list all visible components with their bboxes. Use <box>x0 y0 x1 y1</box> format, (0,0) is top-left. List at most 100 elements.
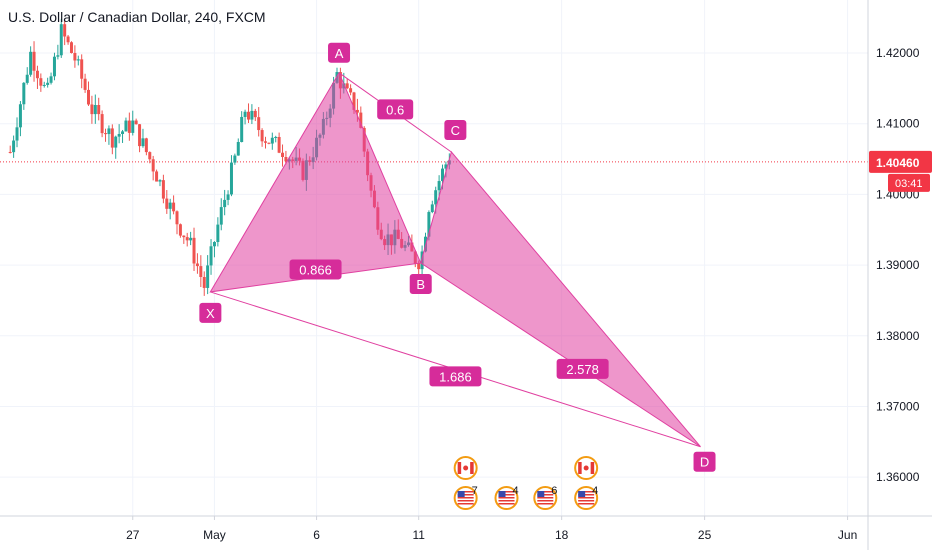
candle-body <box>25 74 29 83</box>
countdown-badge <box>888 173 930 192</box>
candle-body <box>131 120 135 133</box>
grid-layer <box>0 0 868 516</box>
ratio-label-box <box>289 259 342 280</box>
candle-body <box>104 133 108 135</box>
candle-body <box>274 136 278 138</box>
candle-body <box>270 137 274 144</box>
point-label-box <box>444 119 467 140</box>
point-label-X: X <box>206 306 215 321</box>
y-tick-label: 1.37000 <box>876 399 920 413</box>
y-tick-label: 1.41000 <box>876 117 920 131</box>
candle-body <box>127 120 131 133</box>
candle-body <box>46 82 50 85</box>
candle-body <box>226 194 230 200</box>
x-tick-label: 11 <box>412 528 425 542</box>
y-tick-label: 1.42000 <box>876 46 920 60</box>
candle-body <box>83 78 87 90</box>
candle-body <box>124 120 128 132</box>
candle-body <box>441 168 445 182</box>
event-count: 6 <box>551 485 557 497</box>
flag-stripe <box>498 500 515 502</box>
countdown-label: 03:41 <box>895 178 923 190</box>
candle-body <box>97 105 101 115</box>
candle-body <box>117 133 121 137</box>
event-count: 4 <box>513 485 519 497</box>
candle-body <box>56 55 60 57</box>
candle-body <box>267 142 271 144</box>
candle-body <box>18 104 22 128</box>
candle-body <box>229 162 233 195</box>
candle-body <box>209 246 213 266</box>
candle-body <box>243 111 247 117</box>
candle-body <box>195 263 199 267</box>
flag-stripe <box>578 500 595 502</box>
candle-body <box>49 76 53 83</box>
candle-body <box>345 83 349 89</box>
candle-body <box>100 114 104 134</box>
x-tick-label: 18 <box>555 528 569 542</box>
ratio-label-2.578: 2.578 <box>566 362 599 377</box>
candle-body <box>76 59 80 61</box>
candle-body <box>138 124 142 147</box>
point-label-B: B <box>416 277 425 292</box>
flag-stripe <box>578 494 595 496</box>
chart-title: U.S. Dollar / Canadian Dollar, 240, FXCM <box>8 9 266 25</box>
ratio-label-box <box>377 99 414 120</box>
flag-stripe <box>537 497 554 499</box>
y-tick-label: 1.38000 <box>876 329 920 343</box>
candle-body <box>144 138 148 153</box>
candle-body <box>80 59 84 79</box>
candle-body <box>236 141 240 156</box>
ratio-label-0.6: 0.6 <box>386 102 404 117</box>
candle-body <box>134 120 138 125</box>
point-label-C: C <box>451 123 460 138</box>
point-label-A: A <box>335 46 344 61</box>
candle-body <box>168 202 172 209</box>
ratio-label-1.686: 1.686 <box>439 369 472 384</box>
point-label-D: D <box>700 455 709 470</box>
pattern-triangle-bcd <box>420 150 701 448</box>
flag-band <box>457 462 462 474</box>
x-tick-label: 25 <box>698 528 712 542</box>
candle-body <box>22 82 26 105</box>
flag-band <box>578 462 582 474</box>
y-tick-label: 1.36000 <box>876 470 920 484</box>
flag-stripe <box>537 494 554 496</box>
maple-leaf-mark <box>463 465 469 471</box>
candle-body <box>257 117 261 131</box>
candle-body <box>260 130 264 142</box>
flag-stripe <box>457 491 474 493</box>
last-price-badge <box>869 150 932 173</box>
maple-leaf-mark <box>583 465 589 471</box>
candle-body <box>284 156 288 162</box>
flag-band <box>470 462 474 474</box>
ratio-label-box <box>429 366 482 387</box>
candle-body <box>349 88 353 93</box>
flag-stripe <box>498 491 515 493</box>
candle-body <box>182 235 186 238</box>
candle-body <box>185 237 189 241</box>
candle-body <box>39 78 43 86</box>
x-tick-label: 27 <box>126 528 140 542</box>
flag-stripe <box>498 494 515 496</box>
candle-body <box>189 237 193 241</box>
candle-body <box>161 180 165 199</box>
candle-body <box>202 276 206 288</box>
candle-body <box>199 266 203 277</box>
candle-body <box>59 24 63 56</box>
last-price-label: 1.40460 <box>876 156 920 170</box>
flag-stripe <box>457 494 474 496</box>
candle-body <box>32 51 36 71</box>
candle-body <box>165 198 169 209</box>
event-markers-layer: 7 4 6 4 <box>453 456 598 510</box>
candle-body <box>264 141 268 143</box>
candle-body <box>172 202 176 212</box>
x-tick-label: Jun <box>838 528 857 542</box>
candle-body <box>121 131 125 134</box>
candle-body <box>110 128 114 148</box>
candle-body <box>42 84 46 86</box>
candle-body <box>148 152 152 160</box>
candle-body <box>355 109 359 113</box>
flag-stripe <box>457 497 474 499</box>
